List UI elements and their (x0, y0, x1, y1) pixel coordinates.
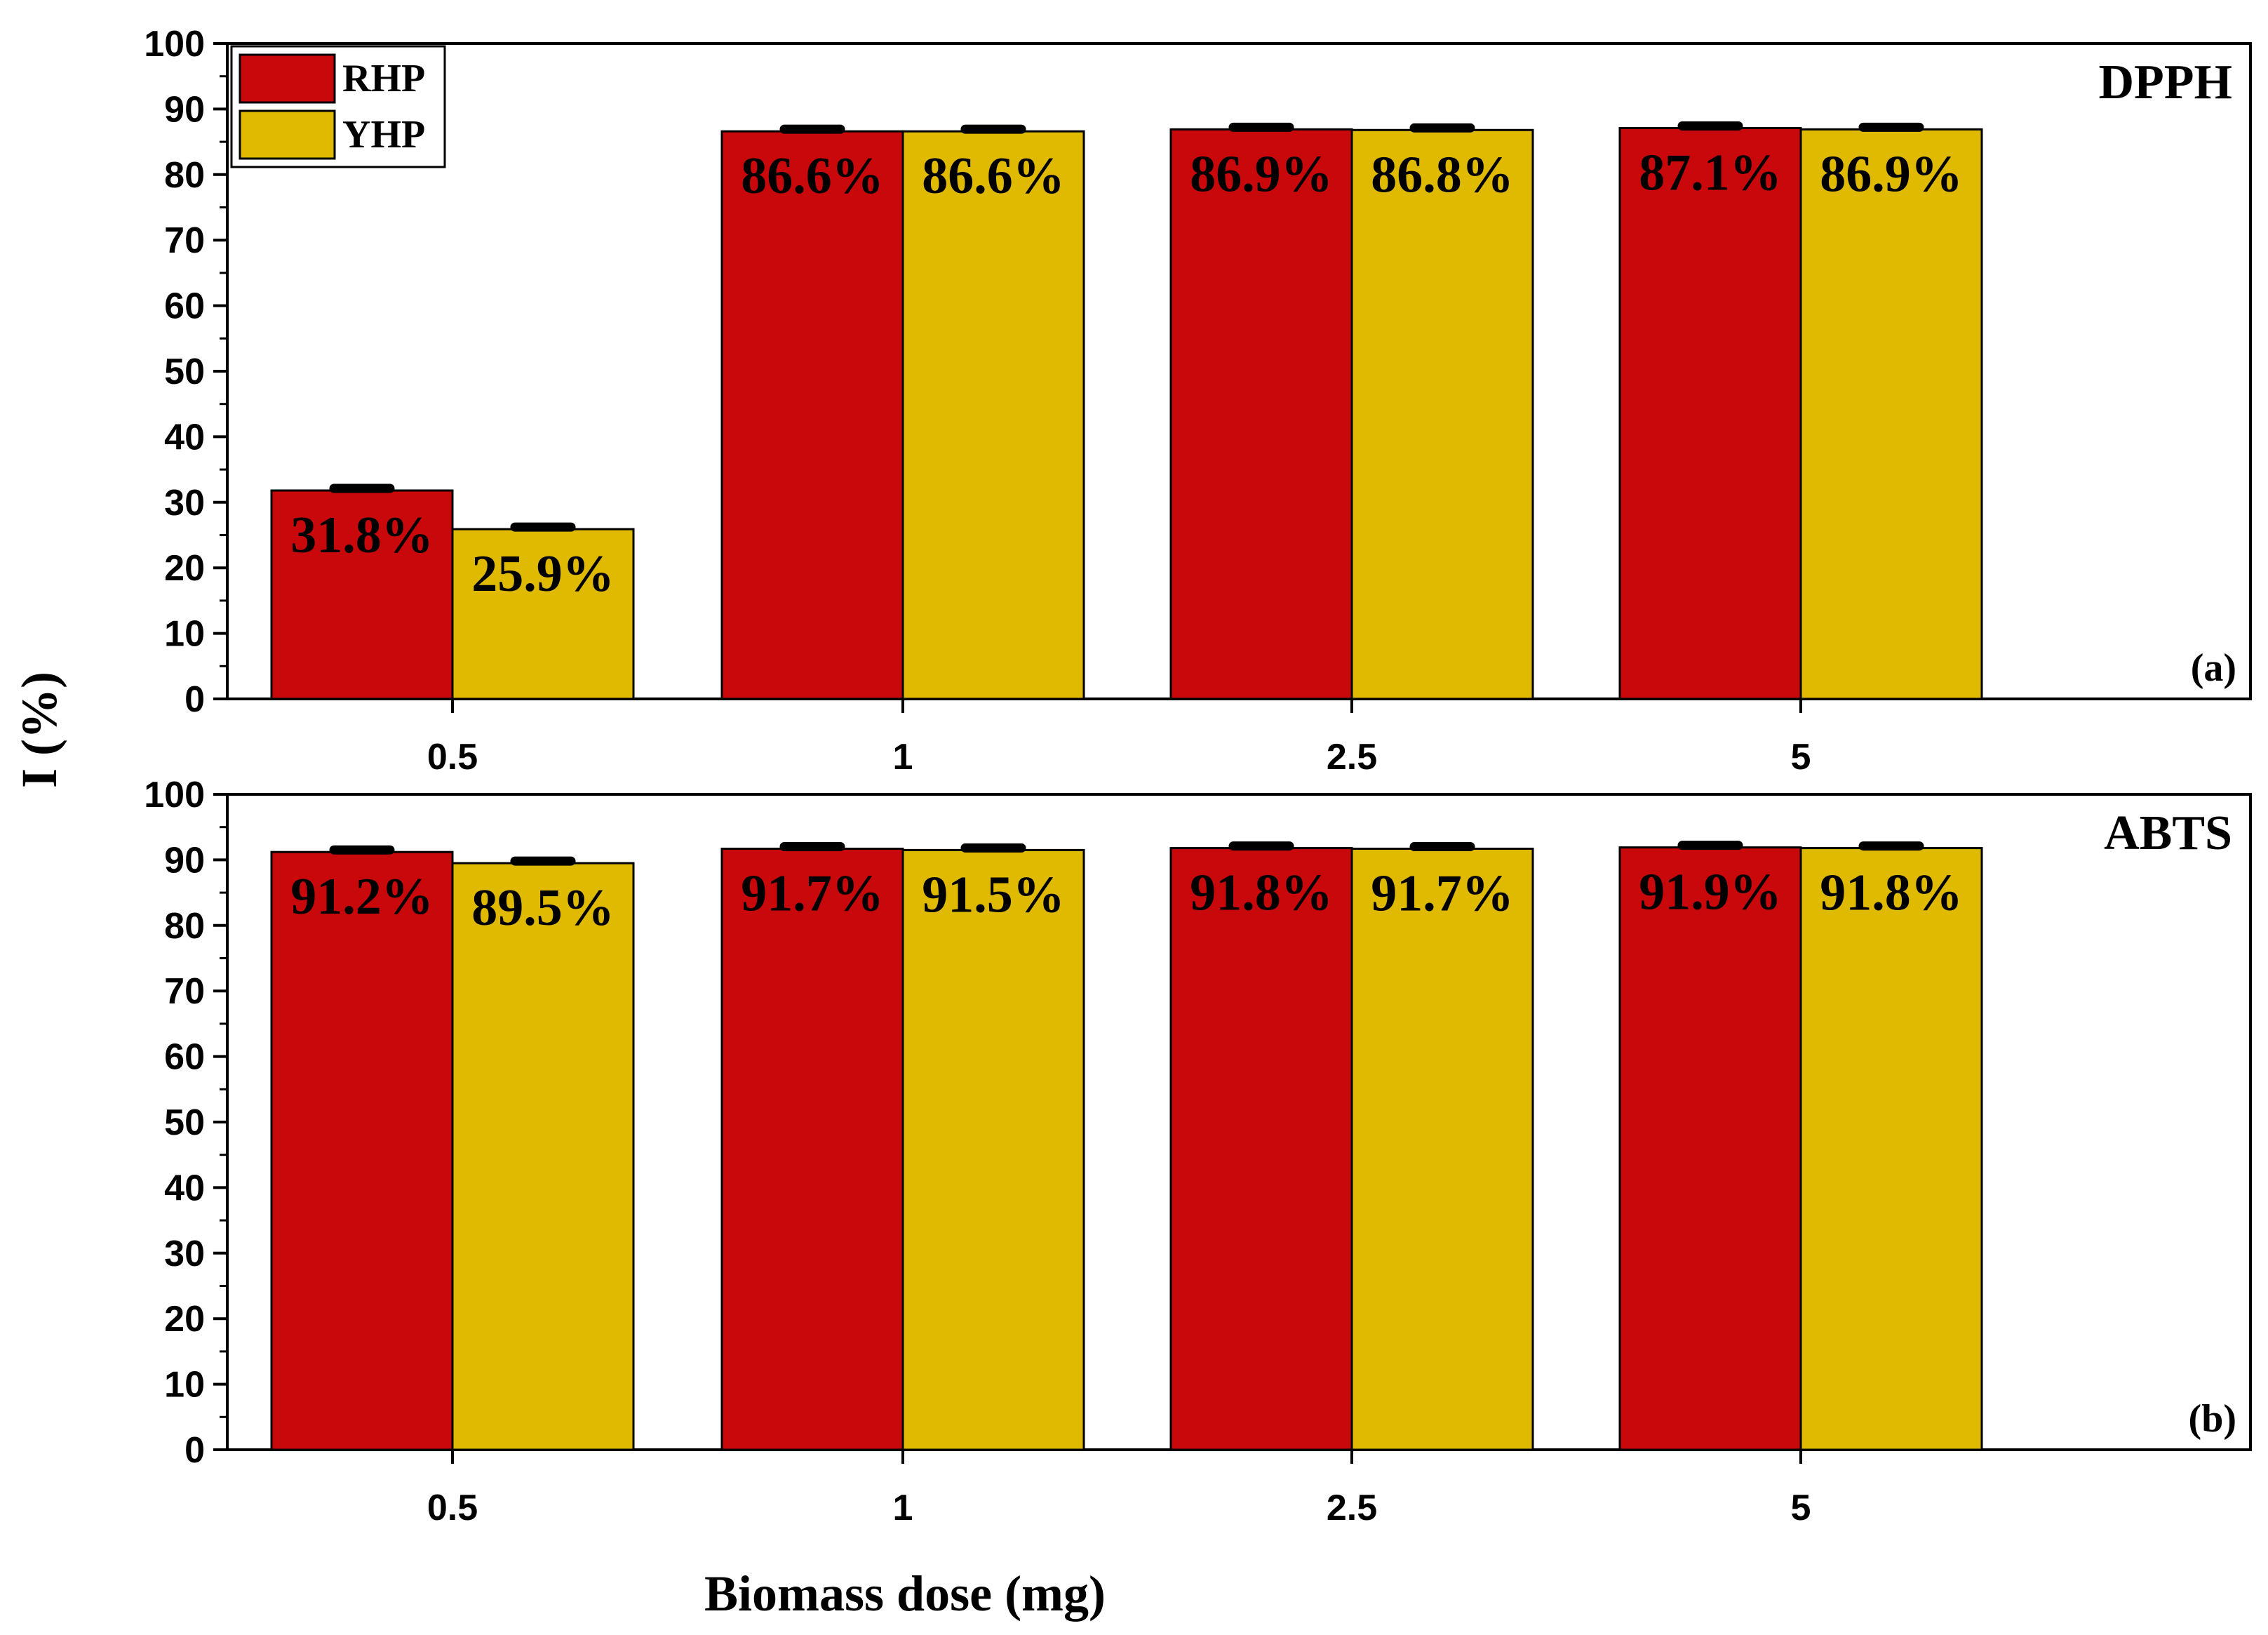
x-tick-label: 2.5 (1327, 1488, 1377, 1528)
y-tick-label: 30 (164, 483, 205, 523)
bar-value-label: 89.5% (471, 879, 615, 937)
x-tick-label: 5 (1791, 1488, 1811, 1528)
bar-yhp-0.5 (451, 528, 635, 700)
y-tick-label: 60 (164, 286, 205, 327)
bar-value-label: 86.8% (1371, 146, 1514, 203)
panel-tag: (b) (2189, 1397, 2236, 1441)
legend-swatch-yhp (239, 109, 336, 160)
panel-assay-name: DPPH (2098, 55, 2232, 109)
bar-rhp-1 (720, 130, 904, 700)
bar-value-label: 91.2% (290, 868, 434, 926)
y-tick-label: 10 (164, 614, 205, 655)
y-tick-label: 80 (164, 906, 205, 947)
bar-rhp-5 (1618, 126, 1802, 700)
bar-value-label: 25.9% (471, 545, 615, 603)
panel-assay-name: ABTS (2104, 806, 2232, 860)
y-tick-label: 10 (164, 1365, 205, 1406)
bar-value-label: 86.6% (741, 147, 884, 205)
y-tick-label: 90 (164, 840, 205, 881)
bar-rhp-2.5 (1169, 847, 1353, 1451)
bar-value-label: 91.7% (741, 865, 884, 923)
y-tick-label: 20 (164, 548, 205, 589)
bar-yhp-1 (901, 130, 1085, 700)
bar-yhp-2.5 (1350, 128, 1534, 700)
panel-a-dpph: 0 10 20 30 40 50 60 70 80 90 100 0.5 1 2.5 5 31.8% 86.6%… (144, 24, 2252, 778)
x-tick-label: 2.5 (1327, 737, 1377, 778)
bar-rhp-2.5 (1169, 128, 1353, 700)
x-tick-label: 5 (1791, 737, 1811, 778)
bar-rhp-0.5 (270, 489, 454, 700)
bar-value-label: 91.8% (1820, 865, 1963, 922)
y-tick-label: 90 (164, 89, 205, 130)
bar-yhp-2.5 (1350, 848, 1534, 1451)
bar-value-label: 86.9% (1820, 145, 1963, 203)
y-tick-label: 100 (144, 24, 205, 65)
bar-value-label: 91.5% (922, 866, 1065, 923)
legend-label-yhp: YHP (342, 113, 425, 156)
x-tick-label: 0.5 (427, 737, 478, 778)
y-tick-label: 100 (144, 775, 205, 815)
bar-value-label: 91.9% (1639, 864, 1782, 921)
bar-yhp-5 (1799, 128, 1983, 700)
y-tick-label: 40 (164, 1168, 205, 1208)
x-tick-label: 1 (893, 1488, 913, 1528)
x-tick-label: 1 (893, 737, 913, 778)
bar-value-label: 86.6% (922, 147, 1065, 205)
bar-value-label: 31.8% (290, 507, 434, 564)
panel-tag: (a) (2191, 646, 2236, 690)
y-tick-label: 50 (164, 352, 205, 392)
bar-value-label: 87.1% (1639, 144, 1782, 201)
bar-rhp-1 (720, 848, 904, 1451)
y-tick-label: 0 (184, 1430, 205, 1471)
bar-rhp-0.5 (270, 850, 454, 1451)
bar-rhp-5 (1618, 846, 1802, 1451)
y-tick-label: 80 (164, 155, 205, 196)
y-tick-label: 30 (164, 1234, 205, 1274)
bar-value-label: 86.9% (1190, 145, 1333, 203)
y-tick-label: 20 (164, 1299, 205, 1340)
legend: RHP YHP (230, 45, 446, 168)
bar-yhp-1 (901, 848, 1085, 1451)
y-tick-label: 70 (164, 220, 205, 261)
y-axis-title: I (%) (11, 672, 67, 788)
x-tick-label: 0.5 (427, 1488, 478, 1528)
y-tick-label: 50 (164, 1102, 205, 1143)
y-tick-label: 70 (164, 971, 205, 1012)
bar-yhp-5 (1799, 847, 1983, 1451)
bar-value-label: 91.7% (1371, 865, 1514, 923)
y-tick-label: 60 (164, 1037, 205, 1078)
y-tick-label: 0 (184, 679, 205, 720)
x-axis-title: Biomass dose (mg) (704, 1566, 1106, 1622)
legend-label-rhp: RHP (342, 57, 425, 100)
panel-b-abts: 0 10 20 30 40 50 60 70 80 90 100 0.5 1 2.5 5 91.2% 91.7%… (144, 775, 2252, 1528)
y-tick-label: 40 (164, 417, 205, 458)
bar-yhp-0.5 (451, 862, 635, 1451)
bar-value-label: 91.8% (1190, 865, 1333, 922)
legend-swatch-rhp (239, 53, 336, 104)
